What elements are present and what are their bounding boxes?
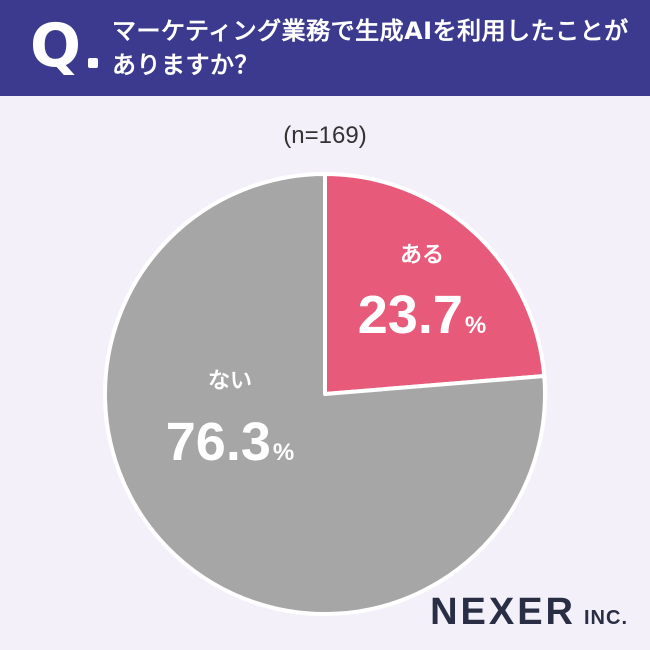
slice-label-yes: ある — [400, 242, 444, 267]
q-mark: Q — [30, 11, 82, 81]
pie-slices — [103, 172, 547, 616]
slice-value-yes: 23.7% — [358, 285, 486, 345]
logo-main: NEXER — [430, 591, 576, 633]
question-header: Q マーケティング業務で生成AIを利用したことがありますか？ — [0, 0, 650, 96]
nexer-logo: NEXER INC. — [430, 591, 628, 634]
sample-size: (n=169) — [283, 122, 367, 149]
logo-sub: INC. — [584, 607, 628, 629]
pie-labels: ある 23.7% ない 76.3% — [166, 242, 486, 472]
pie-slice-yes — [323, 172, 547, 396]
q-dot — [88, 58, 98, 68]
slice-label-no: ない — [208, 368, 252, 393]
pie-slice-no — [103, 172, 547, 616]
question-text: マーケティング業務で生成AIを利用したことがありますか？ — [112, 17, 629, 79]
slice-value-no: 76.3% — [166, 412, 294, 472]
